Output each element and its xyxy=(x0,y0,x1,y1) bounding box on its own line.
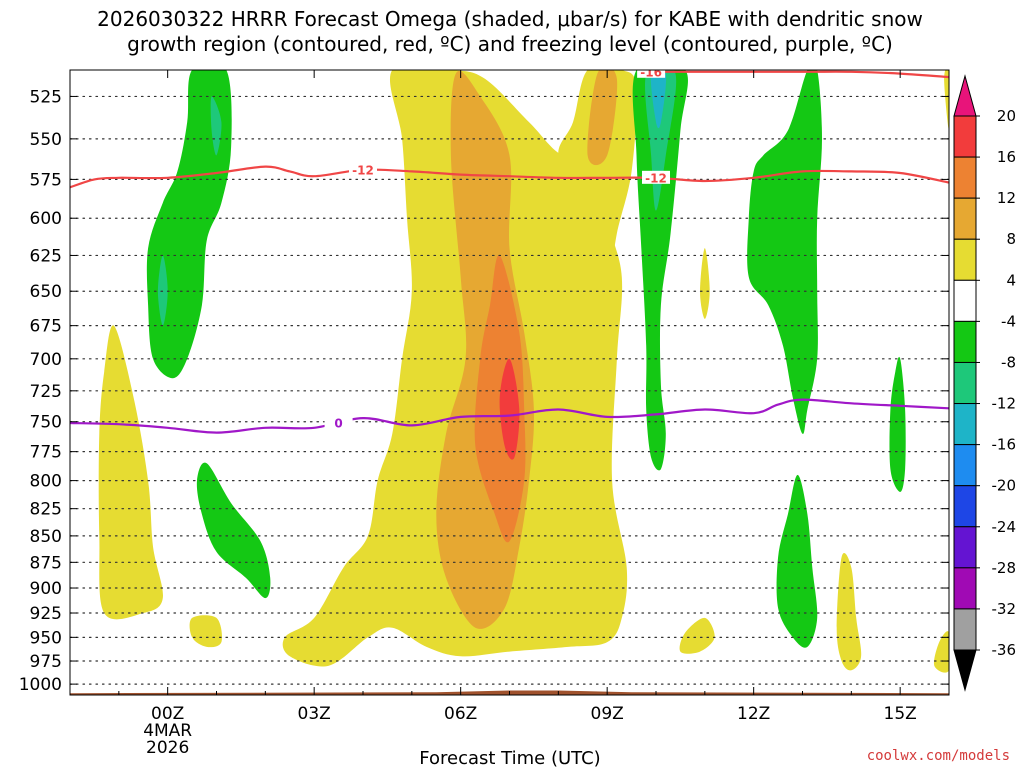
contour-label-freezing-level-0: 0 xyxy=(334,416,342,430)
x-tick-sublabel-1: 2026 xyxy=(146,738,189,758)
omega-region-rising-1030z-blob xyxy=(679,617,715,654)
colorbar-bin--4 to 4 xyxy=(953,279,977,322)
colorbar: 20 16 12 8 4 -4 -8 -12 -16 -20 -24 -28 -32 -36 xyxy=(953,74,1017,692)
omega-region-rising-1600z-top xyxy=(944,70,949,131)
y-tick-label-850: 850 xyxy=(30,527,62,547)
colorbar-bin--16 to -12 xyxy=(953,403,977,446)
colorbar-label--32: -32 xyxy=(992,600,1017,618)
chart-title-line-2: growth region (contoured, red, ºC) and f… xyxy=(127,32,893,56)
contour-dgz-minus16-top xyxy=(641,70,949,79)
y-tick-label-750: 750 xyxy=(30,413,62,433)
colorbar-bin--32 to -28 xyxy=(953,567,977,610)
omega-region-rising-23z-left xyxy=(98,325,163,620)
colorbar-bin-4 to 8 xyxy=(953,238,977,281)
colorbar-bin--36 to -32 xyxy=(953,608,977,651)
colorbar-label-4: 4 xyxy=(1006,271,1016,289)
colorbar-label--16: -16 xyxy=(992,436,1017,454)
x-tick-label-03Z: 03Z xyxy=(298,704,331,724)
colorbar-bin-bottom-triangle xyxy=(953,649,977,692)
colorbar-label--8: -8 xyxy=(1001,353,1016,371)
omega-region-rising-09z-upper-inner xyxy=(587,70,618,166)
contour-dgz-minus12 xyxy=(70,165,949,189)
colorbar-label-16: 16 xyxy=(997,148,1016,166)
omega-shading-layer xyxy=(98,70,949,673)
omega-region-rising-1550z-corner xyxy=(933,631,949,673)
x-tick-sublabel-0: 4MAR xyxy=(143,721,192,741)
contour-label-dgz-minus12-1: -12 xyxy=(645,171,667,185)
y-tick-label-900: 900 xyxy=(30,579,62,599)
colorbar-label--28: -28 xyxy=(992,559,1017,577)
x-tick-label-12Z: 12Z xyxy=(737,704,770,724)
colorbar-bin--24 to -20 xyxy=(953,485,977,528)
y-tick-label-725: 725 xyxy=(30,382,62,402)
y-tick-label-675: 675 xyxy=(30,317,62,337)
omega-region-sinking-1230z-tall xyxy=(747,70,822,434)
colorbar-bin--20 to -16 xyxy=(953,444,977,487)
y-tick-label-550: 550 xyxy=(30,130,62,150)
colorbar-bin-16 to 20 xyxy=(953,115,977,158)
x-axis-title: Forecast Time (UTC) xyxy=(419,748,600,768)
contour-label-bg xyxy=(349,162,377,176)
omega-region-rising-0030z-blob xyxy=(189,615,222,648)
x-tick-label-00Z: 00Z xyxy=(151,704,184,724)
y-tick-label-800: 800 xyxy=(30,472,62,492)
omega-region-sinking-13z-lower xyxy=(776,474,818,648)
contour-label-bg xyxy=(324,415,353,429)
colorbar-label--12: -12 xyxy=(992,395,1017,413)
colorbar-bin-top-triangle xyxy=(953,74,977,117)
y-tick-label-775: 775 xyxy=(30,443,62,463)
contour-label-dgz-minus16-top-0: -16 xyxy=(640,65,662,79)
y-tick-label-825: 825 xyxy=(30,500,62,520)
colorbar-bin-12 to 16 xyxy=(953,156,977,199)
y-tick-label-650: 650 xyxy=(30,282,62,302)
colorbar-bin--12 to -8 xyxy=(953,361,977,405)
colorbar-bin-8 to 12 xyxy=(953,197,977,240)
chart-title-line-1: 2026030322 HRRR Forecast Omega (shaded, … xyxy=(97,7,923,31)
x-tick-label-06Z: 06Z xyxy=(444,704,477,724)
omega-region-sinking-10z-tall xyxy=(632,70,688,471)
omega-region-rising-1030z-sliver xyxy=(700,248,710,319)
temperature-contours-layer: -16 -12 -12 0 xyxy=(70,65,949,434)
y-tick-label-950: 950 xyxy=(30,628,62,648)
omega-region-rising-07z-core xyxy=(499,358,520,460)
x-tick-label-15Z: 15Z xyxy=(884,704,917,724)
colorbar-label-20: 20 xyxy=(997,107,1016,125)
colorbar-label-8: 8 xyxy=(1006,230,1016,248)
y-tick-label-925: 925 xyxy=(30,604,62,624)
omega-region-rising-1400z-column xyxy=(836,553,862,671)
colorbar-label--20: -20 xyxy=(992,477,1017,495)
omega-region-sinking-00z-cyan-mid xyxy=(157,255,168,326)
omega-region-sinking-01z-lower xyxy=(196,462,271,599)
contour-label-dgz-minus12-0: -12 xyxy=(352,163,374,177)
x-tick-label-09Z: 09Z xyxy=(591,704,624,724)
omega-region-sinking-00z-cyan-top xyxy=(210,96,222,156)
y-tick-label-600: 600 xyxy=(30,209,62,229)
y-tick-label-575: 575 xyxy=(30,170,62,190)
omega-region-rising-05z-08z-outer xyxy=(282,70,628,667)
colorbar-bin--28 to -24 xyxy=(953,526,977,569)
y-tick-label-700: 700 xyxy=(30,350,62,370)
omega-region-rising-09z-upper xyxy=(558,70,637,292)
y-tick-label-1000: 1000 xyxy=(19,675,62,695)
contour-freezing-level xyxy=(70,398,949,434)
colorbar-label--4: -4 xyxy=(1001,312,1016,330)
site-credit: coolwx.com/models xyxy=(867,748,1010,764)
y-tick-label-875: 875 xyxy=(30,553,62,573)
y-tick-label-625: 625 xyxy=(30,246,62,266)
colorbar-label-12: 12 xyxy=(997,189,1016,207)
colorbar-label--24: -24 xyxy=(992,518,1017,536)
omega-region-sinking-10z-cyan-core xyxy=(650,70,667,129)
colorbar-bin--8 to -4 xyxy=(953,320,977,363)
contour-label-bg xyxy=(637,70,666,78)
y-tick-label-975: 975 xyxy=(30,652,62,672)
omega-region-sinking-00z-tall xyxy=(146,70,232,379)
colorbar-label--36: -36 xyxy=(992,641,1017,659)
y-tick-label-525: 525 xyxy=(30,87,62,107)
contour-label-bg xyxy=(642,170,670,184)
y-axis: 525 550 575 600 625 650 675 700 725 750 775 800 825 8… xyxy=(19,87,949,695)
